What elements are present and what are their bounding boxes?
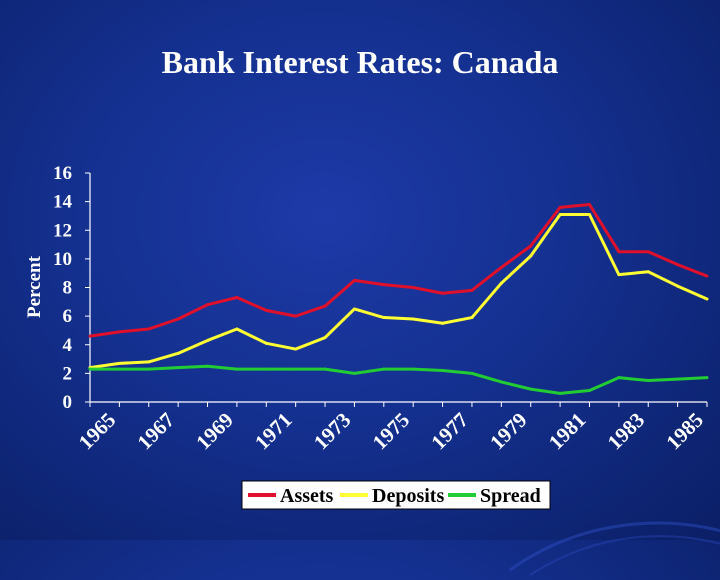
data-point-spread	[176, 366, 180, 370]
y-tick-label: 12	[53, 220, 72, 241]
y-axis-title: Percent	[24, 255, 45, 318]
data-point-spread	[88, 367, 92, 371]
y-tick-label: 2	[63, 363, 73, 384]
data-point-deposits	[411, 317, 415, 321]
y-tick-label: 14	[53, 192, 73, 213]
data-point-spread	[264, 367, 268, 371]
data-point-spread	[529, 387, 533, 391]
data-point-deposits	[264, 341, 268, 345]
data-point-assets	[88, 334, 92, 338]
x-tick-label: 1977	[426, 408, 473, 455]
data-point-spread	[235, 367, 239, 371]
series-line-deposits	[89, 213, 708, 370]
y-tick-label: 10	[53, 249, 72, 270]
data-point-spread	[206, 364, 210, 368]
line-chart: 0 2 4 6 8 10 12 14 16 1965 1967 1969 1971 1973 1975 197…	[24, 163, 709, 510]
data-point-deposits	[235, 327, 239, 331]
chart-series-layer	[88, 202, 709, 395]
data-point-assets	[382, 283, 386, 287]
data-point-deposits	[323, 336, 327, 340]
data-point-spread	[147, 367, 151, 371]
data-point-spread	[617, 376, 621, 380]
data-point-spread	[470, 371, 474, 375]
data-point-assets	[411, 286, 415, 289]
slide-title: Bank Interest Rates: Canada	[161, 44, 559, 80]
data-point-deposits	[705, 297, 709, 301]
y-tick-label: 4	[63, 335, 73, 356]
data-point-assets	[147, 327, 151, 331]
data-point-deposits	[587, 213, 591, 217]
data-point-deposits	[382, 316, 386, 320]
data-point-assets	[529, 244, 533, 248]
data-point-deposits	[352, 307, 356, 311]
data-point-assets	[206, 303, 210, 307]
data-point-deposits	[499, 281, 503, 285]
data-point-spread	[411, 367, 415, 371]
data-point-deposits	[617, 273, 621, 277]
data-point-spread	[441, 369, 445, 373]
legend-box	[241, 480, 551, 510]
data-point-spread	[558, 391, 562, 395]
data-point-deposits	[676, 284, 680, 288]
data-point-assets	[235, 296, 239, 300]
chart-axes	[85, 172, 708, 407]
y-tick-label: 16	[53, 163, 72, 184]
data-point-assets	[294, 314, 298, 318]
legend-label-assets: Assets	[280, 485, 334, 507]
data-point-assets	[499, 265, 503, 269]
data-point-deposits	[529, 254, 533, 258]
data-point-spread	[294, 367, 298, 371]
data-point-assets	[117, 330, 121, 334]
y-tick-label: 6	[63, 306, 73, 327]
x-tick-label: 1965	[74, 408, 121, 455]
data-point-assets	[676, 263, 680, 267]
data-point-deposits	[294, 347, 298, 351]
data-point-spread	[117, 367, 121, 371]
data-point-assets	[705, 274, 709, 278]
data-point-spread	[676, 377, 680, 381]
data-point-deposits	[646, 270, 650, 274]
data-point-assets	[352, 278, 356, 282]
series-line-assets	[89, 202, 708, 338]
x-tick-label: 1967	[132, 408, 179, 455]
data-point-assets	[264, 308, 268, 312]
data-point-assets	[617, 250, 621, 254]
series-line-spread	[90, 364, 708, 395]
data-point-spread	[382, 367, 386, 371]
data-point-assets	[558, 205, 562, 209]
data-point-spread	[646, 379, 650, 383]
data-point-assets	[646, 250, 650, 254]
data-point-spread	[352, 371, 356, 375]
x-tick-label: 1973	[309, 408, 356, 455]
data-point-assets	[176, 317, 180, 321]
data-point-assets	[441, 291, 445, 295]
data-point-deposits	[176, 351, 180, 355]
legend-label-deposits: Deposits	[372, 485, 444, 507]
data-point-deposits	[441, 321, 445, 325]
data-point-deposits	[147, 360, 151, 364]
data-point-deposits	[558, 213, 562, 217]
data-point-deposits	[470, 316, 474, 320]
data-point-assets	[470, 288, 474, 292]
legend-label-spread: Spread	[480, 485, 541, 507]
data-point-spread	[323, 367, 327, 371]
x-tick-label: 1971	[250, 408, 297, 455]
data-point-spread	[587, 389, 591, 393]
chart-legend: Assets Deposits Spread	[241, 480, 551, 510]
y-tick-label: 8	[63, 278, 73, 299]
data-point-assets	[323, 304, 327, 308]
decorative-swirl	[509, 521, 720, 576]
data-point-spread	[499, 380, 503, 384]
data-point-deposits	[117, 361, 121, 365]
data-point-deposits	[206, 338, 210, 342]
y-tick-label: 0	[63, 392, 73, 413]
data-point-assets	[587, 202, 591, 206]
x-tick-label: 1975	[368, 408, 415, 455]
x-tick-label: 1969	[191, 408, 238, 455]
data-point-spread	[705, 376, 709, 380]
